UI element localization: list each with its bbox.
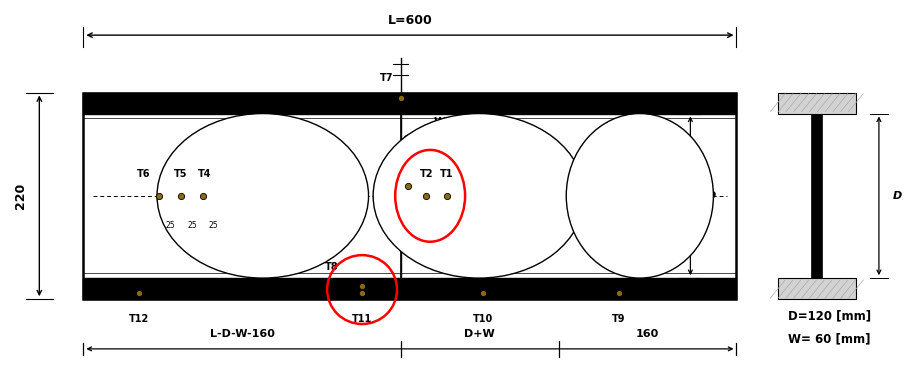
Text: 160: 160 (636, 329, 659, 339)
Text: W= 60 [mm]: W= 60 [mm] (787, 333, 870, 346)
Text: 25: 25 (165, 221, 175, 230)
Text: T7: T7 (379, 73, 393, 83)
Text: D: D (707, 191, 717, 201)
Text: T9: T9 (612, 314, 625, 324)
Text: D=120 [mm]: D=120 [mm] (787, 310, 871, 323)
Text: T4: T4 (198, 169, 212, 179)
Text: D+W: D+W (464, 329, 495, 339)
Bar (811, 114, 822, 278)
Text: T2: T2 (420, 169, 433, 179)
Bar (777, 93, 856, 114)
Text: T8: T8 (325, 262, 339, 272)
Bar (84, 278, 737, 299)
Text: 25: 25 (208, 221, 218, 230)
Text: T12: T12 (129, 314, 149, 324)
Text: T11: T11 (352, 314, 372, 324)
Ellipse shape (157, 114, 368, 278)
Text: T6: T6 (136, 169, 150, 179)
Bar (84, 93, 737, 114)
Text: L=600: L=600 (388, 15, 432, 28)
Text: T1: T1 (440, 169, 453, 179)
Bar (84, 93, 737, 299)
Ellipse shape (566, 114, 714, 278)
Text: T10: T10 (473, 314, 494, 324)
Text: D: D (892, 191, 902, 201)
Text: 25: 25 (187, 221, 197, 230)
Text: T5: T5 (174, 169, 188, 179)
Text: W: W (434, 117, 446, 127)
Bar (777, 278, 856, 299)
Text: 220: 220 (15, 183, 28, 209)
Text: L-D-W-160: L-D-W-160 (210, 329, 274, 339)
Ellipse shape (373, 114, 585, 278)
